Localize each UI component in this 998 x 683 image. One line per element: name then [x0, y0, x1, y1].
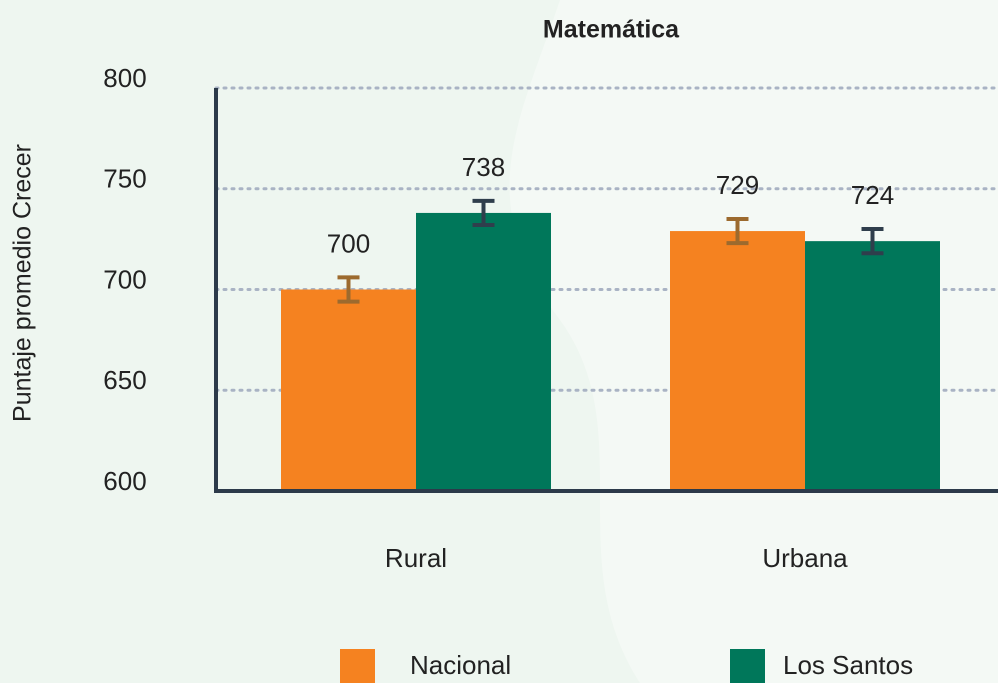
y-tick-label: 800 [103, 63, 146, 93]
value-label: 700 [327, 228, 370, 258]
error-bar [472, 198, 495, 228]
y-tick-label: 750 [103, 164, 146, 194]
bar [670, 231, 805, 491]
y-axis-label: Puntaje promedio Crecer [9, 144, 37, 422]
error-bar [861, 227, 884, 256]
legend-swatch [730, 649, 765, 683]
bar [416, 212, 551, 491]
value-label: 724 [851, 180, 894, 210]
chart-title: Matemática [543, 16, 680, 44]
y-tick-label: 700 [103, 264, 146, 294]
value-label: 738 [462, 152, 505, 182]
y-tick-label: 600 [103, 466, 146, 496]
error-bar [337, 275, 360, 304]
x-tick-label: Urbana [762, 543, 848, 573]
bar [805, 241, 940, 491]
legend-swatch [340, 649, 375, 683]
x-tick-label: Rural [385, 543, 447, 573]
value-label: 729 [716, 170, 759, 200]
error-bar [726, 216, 749, 246]
y-tick-label: 650 [103, 365, 146, 395]
bar [281, 289, 416, 491]
legend-label: Los Santos [783, 650, 913, 680]
legend-label: Nacional [410, 650, 511, 680]
